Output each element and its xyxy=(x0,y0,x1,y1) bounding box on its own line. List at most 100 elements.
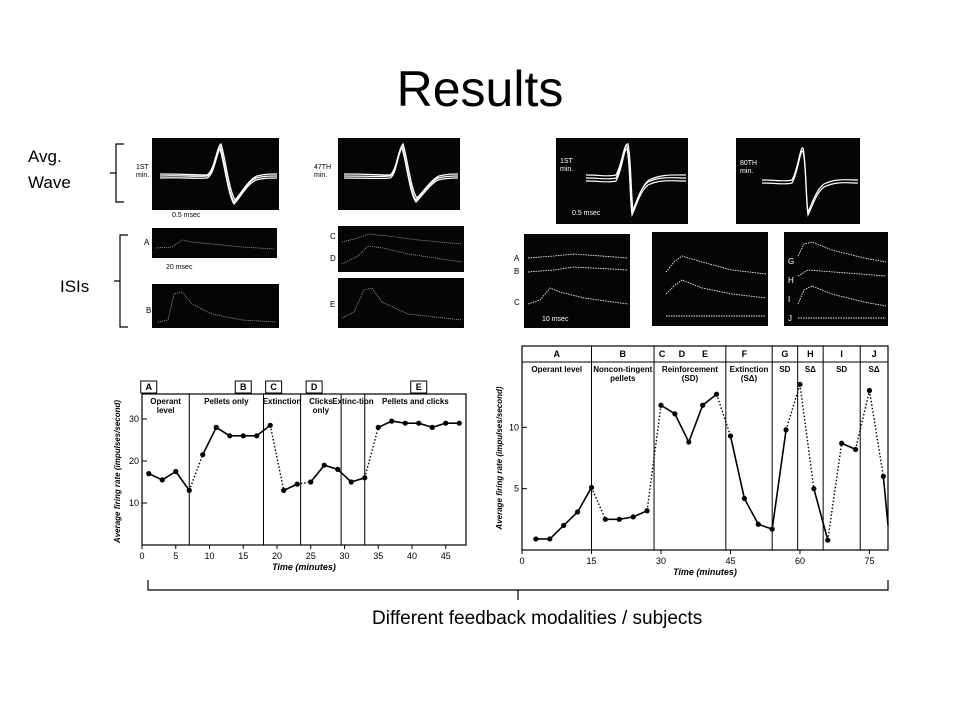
series-segment xyxy=(827,443,843,541)
phase-label: Noncon-tingent pellets xyxy=(593,365,652,383)
left-isi-e-label: E xyxy=(330,300,336,309)
right-isi-def: D E F xyxy=(644,232,768,326)
series-segment xyxy=(868,390,885,477)
slide-title: Results xyxy=(396,61,564,117)
data-point xyxy=(713,391,720,397)
letter-marker: C xyxy=(270,382,277,392)
series-segment xyxy=(785,384,801,430)
avg-wave-label: Avg. Wave xyxy=(28,147,71,192)
letter-marker: I xyxy=(840,349,843,359)
left-isi-b-label: B xyxy=(146,306,152,315)
data-point xyxy=(186,487,192,493)
x-tick-label: 10 xyxy=(204,551,214,561)
phase-label-line: Extinc-tion xyxy=(332,397,373,406)
data-point xyxy=(227,433,233,439)
phase-label-line: level xyxy=(157,406,175,415)
data-point xyxy=(769,526,775,532)
data-point xyxy=(616,516,622,522)
data-point xyxy=(658,402,664,408)
series-segment xyxy=(799,384,815,489)
y-tick-label: 10 xyxy=(129,498,139,508)
left-isi-c-label: C xyxy=(330,232,336,241)
x-tick-label: 30 xyxy=(339,551,349,561)
letter-box xyxy=(410,380,428,394)
series-segment xyxy=(337,468,352,483)
series-segment xyxy=(161,470,177,481)
phase-label: SD xyxy=(836,365,847,374)
x-axis-label: Time (minutes) xyxy=(673,567,737,577)
x-tick-label: 20 xyxy=(272,551,282,561)
left-isi-scale: 20 msec xyxy=(166,264,193,271)
series-segment xyxy=(646,405,662,511)
series-segment xyxy=(854,390,871,450)
letter-marker: D xyxy=(311,382,318,392)
phase-label: SD xyxy=(779,365,790,374)
x-tick-label: 5 xyxy=(173,551,178,561)
letter-box xyxy=(234,380,252,394)
series-segment xyxy=(729,435,746,499)
phase-label: Operant level xyxy=(150,397,181,415)
data-point xyxy=(783,427,789,433)
left-isi-d-label: D xyxy=(330,254,336,263)
x-tick-label: 40 xyxy=(407,551,417,561)
data-point xyxy=(839,440,845,446)
series-segment xyxy=(256,424,271,437)
phase-label: Clicks only xyxy=(309,397,333,415)
left-isi-a-label: A xyxy=(144,238,150,247)
left-isi-a xyxy=(152,228,277,258)
right-firing-rate-chart: Operant level Noncon-tingent pellets Reinfo… xyxy=(495,345,889,577)
letter-marker: A xyxy=(146,382,153,392)
x-tick-label: 15 xyxy=(586,556,596,566)
series-segment xyxy=(269,425,285,491)
phase-label-line: Reinforcement xyxy=(662,365,718,374)
series-segment xyxy=(660,404,676,415)
letter-marker: F xyxy=(742,349,748,359)
x-axis-label: Time (minutes) xyxy=(272,562,336,572)
phase-label-line: Extinction xyxy=(263,397,302,406)
series-segment xyxy=(882,476,889,526)
phase-label-line: (SD) xyxy=(682,374,699,383)
x-tick-label: 45 xyxy=(725,556,735,566)
phase-label-line: only xyxy=(313,406,330,415)
right-isi-ghij-labels: G H I J xyxy=(788,257,795,323)
left-isi-b xyxy=(152,284,279,328)
right-isi-ghij: G H I J xyxy=(784,232,888,326)
data-point xyxy=(672,411,678,417)
right-wave-2-label: 80TH min. xyxy=(740,160,758,175)
right-isi-def-labels: D E F xyxy=(644,272,650,325)
phase-label-line: Noncon-tingent xyxy=(593,365,652,374)
data-point xyxy=(686,439,692,445)
data-point xyxy=(574,509,581,515)
data-point xyxy=(727,433,734,439)
right-wave-1-label: 1ST min. xyxy=(560,158,574,173)
y-tick-label: 30 xyxy=(129,414,139,424)
data-point xyxy=(308,479,314,485)
letter-box xyxy=(140,380,158,394)
isis-label: ISIs xyxy=(60,277,90,296)
series-segment xyxy=(688,404,704,443)
caption: Different feedback modalities / subjects xyxy=(372,608,703,629)
data-point xyxy=(797,381,803,387)
series-segment xyxy=(175,471,190,491)
y-axis-label: Average firing rate (impulses/second) xyxy=(113,400,122,544)
y-tick-label: 5 xyxy=(514,484,519,494)
data-point xyxy=(416,420,422,426)
phase-label-line: Extinction xyxy=(730,365,769,374)
left-wave-scale: 0.5 msec xyxy=(172,212,201,219)
phase-label-line: Operant level xyxy=(531,365,582,374)
phase-label: SΔ xyxy=(805,365,816,374)
right-wave-2: 80TH min. xyxy=(736,138,860,224)
series-segment xyxy=(715,393,732,437)
series-segment xyxy=(364,427,379,478)
data-point xyxy=(880,473,886,479)
series-segment xyxy=(576,487,593,513)
series-segment xyxy=(188,454,204,491)
phase-label: Extinction xyxy=(263,397,302,406)
data-point xyxy=(561,522,567,529)
right-wave-1: 1ST min. 0.5 msec xyxy=(556,138,688,224)
data-point xyxy=(240,433,246,439)
data-point xyxy=(200,452,206,458)
series-segment xyxy=(702,393,718,406)
data-point xyxy=(375,424,381,430)
avg-wave-bracket xyxy=(110,143,124,203)
